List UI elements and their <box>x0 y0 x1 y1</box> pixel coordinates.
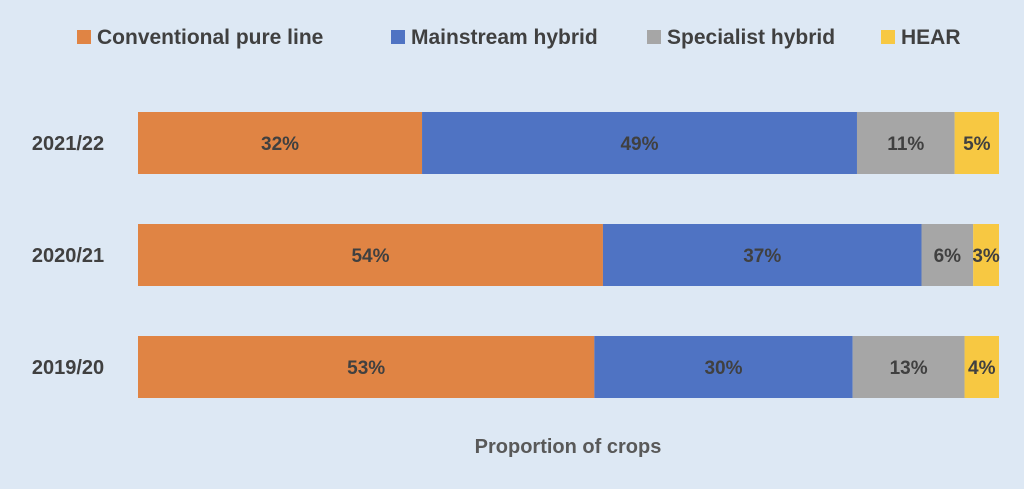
bar-specialist-hybrid-2020-21 <box>921 224 974 286</box>
data-label-mainstream-hybrid-2019-20: 30% <box>704 358 742 379</box>
bar-specialist-hybrid-2019-20 <box>852 336 965 398</box>
data-label-specialist-hybrid-2021-22: 11% <box>887 134 924 155</box>
bar-mainstream-hybrid-2020-21 <box>602 224 922 286</box>
data-label-specialist-hybrid-2019-20: 13% <box>890 358 928 379</box>
legend-item-hear: HEAR <box>881 26 961 49</box>
legend-item-mainstream-hybrid: Mainstream hybrid <box>391 26 598 49</box>
category-label-2021-22: 2021/22 <box>32 133 104 155</box>
x-axis-title: Proportion of crops <box>475 436 662 458</box>
legend-label-hear: HEAR <box>901 26 961 49</box>
bar-hear-2020-21 <box>973 224 999 286</box>
legend-swatch-hear <box>881 30 895 44</box>
data-label-conventional-pure-line-2020-21: 54% <box>351 246 389 267</box>
legend-swatch-specialist-hybrid <box>647 30 661 44</box>
legend-item-specialist-hybrid: Specialist hybrid <box>647 26 835 49</box>
bar-hear-2021-22 <box>954 112 999 174</box>
bar-conventional-pure-line-2021-22 <box>138 112 423 174</box>
bar-conventional-pure-line-2020-21 <box>138 224 603 286</box>
category-axis: 2021/22 2020/21 2019/20 <box>32 133 104 379</box>
legend-swatch-mainstream-hybrid <box>391 30 405 44</box>
data-label-mainstream-hybrid-2021-22: 49% <box>620 134 658 155</box>
legend-label-conventional-pure-line: Conventional pure line <box>97 26 323 49</box>
category-label-2020-21: 2020/21 <box>32 245 104 267</box>
bar-specialist-hybrid-2021-22 <box>856 112 955 174</box>
data-label-mainstream-hybrid-2020-21: 37% <box>743 246 781 267</box>
legend-item-conventional-pure-line: Conventional pure line <box>77 26 323 49</box>
data-label-conventional-pure-line-2019-20: 53% <box>347 358 385 379</box>
legend-label-specialist-hybrid: Specialist hybrid <box>667 26 835 49</box>
category-label-2019-20: 2019/20 <box>32 357 104 379</box>
plot-area: 32% 49% 11% 5% 54% 37% 6% 3% 53% 30% 13% 4% <box>138 112 1000 398</box>
bar-mainstream-hybrid-2019-20 <box>594 336 853 398</box>
data-label-hear-2021-22: 5% <box>963 134 991 155</box>
legend: Conventional pure line Mainstream hybrid S… <box>77 26 961 49</box>
data-label-hear-2020-21: 3% <box>972 246 1000 267</box>
bar-hear-2019-20 <box>964 336 999 398</box>
data-label-hear-2019-20: 4% <box>968 358 996 379</box>
legend-swatch-conventional-pure-line <box>77 30 91 44</box>
data-label-conventional-pure-line-2021-22: 32% <box>261 134 299 155</box>
legend-label-mainstream-hybrid: Mainstream hybrid <box>411 26 598 49</box>
bar-conventional-pure-line-2019-20 <box>138 336 595 398</box>
data-label-specialist-hybrid-2020-21: 6% <box>934 246 962 267</box>
bar-mainstream-hybrid-2021-22 <box>422 112 857 174</box>
